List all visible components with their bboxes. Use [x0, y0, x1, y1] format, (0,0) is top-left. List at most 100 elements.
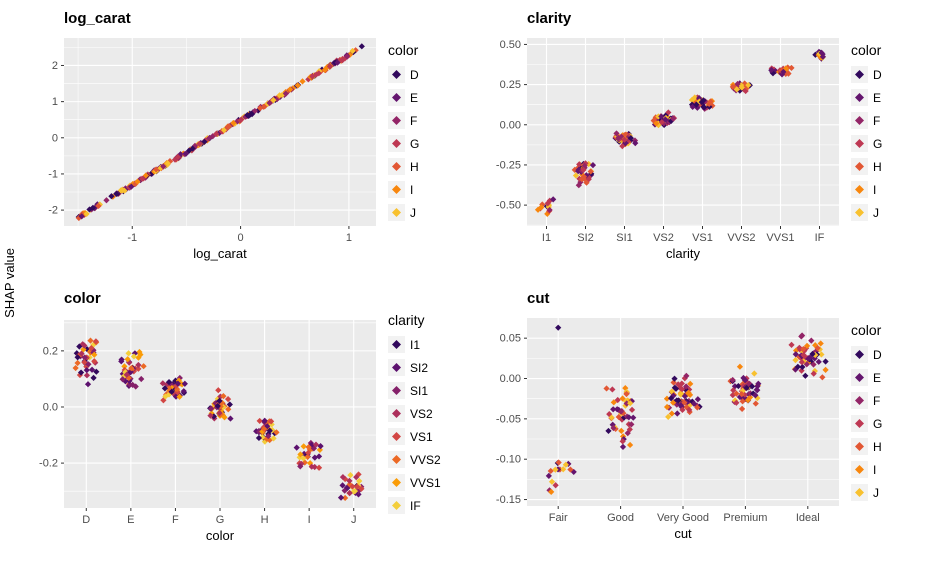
- legend-label: J: [873, 205, 879, 220]
- legend-key-diamond-icon: [851, 438, 868, 455]
- legend-key-diamond-icon: [851, 346, 868, 363]
- svg-text:H: H: [261, 514, 269, 526]
- legend-key-diamond-icon: [388, 359, 405, 376]
- legend-label: H: [873, 159, 882, 174]
- svg-text:0.25: 0.25: [500, 79, 521, 91]
- legend-item-VVS2: VVS2: [388, 448, 441, 471]
- legend-item-J: J: [851, 481, 882, 504]
- legend-label: F: [873, 113, 881, 128]
- legend-key-diamond-icon: [388, 382, 405, 399]
- svg-text:-1: -1: [48, 168, 58, 180]
- svg-text:J: J: [351, 514, 357, 526]
- svg-text:VVS2: VVS2: [727, 232, 755, 244]
- svg-text:SI1: SI1: [616, 232, 633, 244]
- svg-text:0.05: 0.05: [500, 333, 521, 345]
- svg-text:E: E: [127, 514, 134, 526]
- legend-key-diamond-icon: [851, 204, 868, 221]
- legend-label: E: [873, 370, 882, 385]
- legend-label: E: [873, 90, 882, 105]
- legend-item-G: G: [388, 132, 419, 155]
- svg-text:clarity: clarity: [666, 246, 700, 261]
- legend-label: J: [873, 485, 879, 500]
- svg-text:color: color: [206, 528, 235, 543]
- legend-item-IF: IF: [388, 494, 441, 517]
- legend-item-E: E: [851, 86, 882, 109]
- legend-item-I: I: [388, 178, 419, 201]
- panel-title: color: [64, 290, 101, 307]
- legend-item-I: I: [851, 178, 882, 201]
- legend-key-diamond-icon: [851, 461, 868, 478]
- legend-item-F: F: [851, 389, 882, 412]
- legend-label: I1: [410, 337, 421, 352]
- svg-text:log_carat: log_carat: [193, 246, 247, 261]
- legend-title: color: [851, 42, 882, 58]
- svg-text:1: 1: [346, 232, 352, 244]
- legend-item-SI1: SI1: [388, 379, 441, 402]
- legend-key-diamond-icon: [851, 158, 868, 175]
- svg-text:0: 0: [238, 232, 244, 244]
- legend-item-VVS1: VVS1: [388, 471, 441, 494]
- legend-key-diamond-icon: [388, 135, 405, 152]
- panel-cut: cut -0.15 -0.10 -0.05 0.00 0.05 Fair Good Very …: [481, 284, 938, 562]
- svg-text:I1: I1: [542, 232, 551, 244]
- svg-text:I: I: [308, 514, 311, 526]
- legend-label: I: [410, 182, 414, 197]
- legend-item-J: J: [851, 201, 882, 224]
- svg-text:D: D: [82, 514, 90, 526]
- scatter-plot-log-carat: -2 -1 0 1 2 -1 0 1 log_carat: [48, 38, 376, 261]
- legend-item-E: E: [388, 86, 419, 109]
- legend-label: H: [873, 439, 882, 454]
- legend-key-diamond-icon: [851, 392, 868, 409]
- svg-text:0.00: 0.00: [500, 373, 521, 385]
- legend-label: G: [873, 136, 883, 151]
- svg-text:0.00: 0.00: [500, 119, 521, 131]
- legend-label: F: [410, 113, 418, 128]
- legend-item-F: F: [388, 109, 419, 132]
- y-axis-title-text: SHAP value: [1, 248, 17, 318]
- legend-key-diamond-icon: [388, 336, 405, 353]
- legend-label: J: [410, 205, 416, 220]
- panel-clarity: clarity -0.50 -0.25 0.00 0.25 0.50 I1 SI2 SI1 VS…: [481, 4, 938, 282]
- legend-key-diamond-icon: [851, 484, 868, 501]
- panel-row: -0.15 -0.10 -0.05 0.00 0.05 Fair Good Very Good…: [485, 312, 938, 544]
- svg-text:VVS1: VVS1: [766, 232, 794, 244]
- svg-text:2: 2: [52, 60, 58, 72]
- svg-text:1: 1: [52, 96, 58, 108]
- legend-key-diamond-icon: [851, 181, 868, 198]
- svg-text:IF: IF: [815, 232, 825, 244]
- legend-item-H: H: [851, 155, 882, 178]
- legend-label: G: [873, 416, 883, 431]
- svg-text:cut: cut: [674, 526, 692, 541]
- panel-title: clarity: [527, 10, 572, 27]
- svg-text:-0.10: -0.10: [496, 454, 521, 466]
- legend-label: SI2: [410, 360, 429, 375]
- legend-label: D: [873, 67, 882, 82]
- legend-key-diamond-icon: [388, 451, 405, 468]
- legend-key-diamond-icon: [388, 181, 405, 198]
- svg-text:0.0: 0.0: [43, 401, 58, 413]
- legend-title: color: [851, 322, 882, 338]
- legend-label: SI1: [410, 383, 429, 398]
- legend-label: D: [873, 347, 882, 362]
- legend-item-I1: I1: [388, 333, 441, 356]
- legend-label: E: [410, 90, 419, 105]
- legend-item-VS2: VS2: [388, 402, 441, 425]
- legend-item-G: G: [851, 412, 882, 435]
- svg-text:Ideal: Ideal: [796, 512, 820, 524]
- svg-text:-0.05: -0.05: [496, 413, 521, 425]
- legend-item-D: D: [851, 63, 882, 86]
- svg-text:-1: -1: [127, 232, 137, 244]
- legend-key-diamond-icon: [388, 158, 405, 175]
- legend-label: VS2: [410, 406, 433, 421]
- legend-key-diamond-icon: [388, 428, 405, 445]
